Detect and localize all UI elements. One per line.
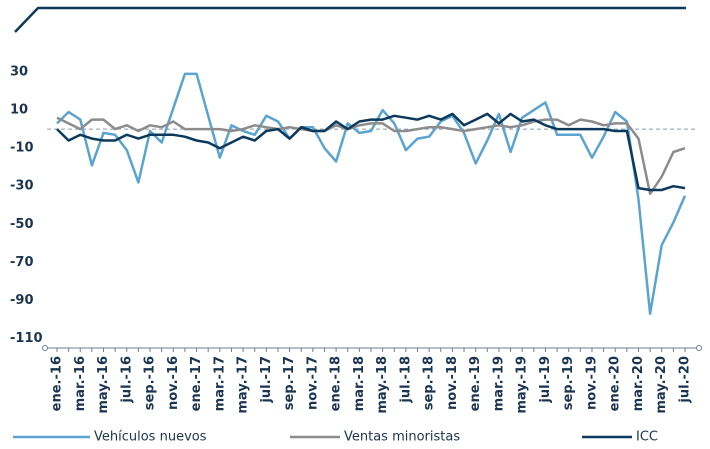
y-tick-label: -70 bbox=[10, 255, 34, 270]
x-tick-label: ene.-19 bbox=[468, 356, 483, 411]
y-tick-label: -30 bbox=[10, 179, 34, 194]
axis-end bbox=[42, 345, 48, 351]
y-tick-label: 10 bbox=[10, 103, 28, 118]
x-tick-label: may.-20 bbox=[654, 356, 669, 414]
x-tick-label: ene.-17 bbox=[189, 356, 204, 411]
x-tick-label: nov.-19 bbox=[584, 356, 599, 410]
x-tick-label: mar.-18 bbox=[352, 356, 367, 411]
x-tick-label: may.-17 bbox=[236, 356, 251, 414]
x-tick-label: may.-16 bbox=[96, 356, 111, 414]
x-tick-label: mar.-20 bbox=[631, 356, 646, 411]
x-tick-label: sep.-16 bbox=[143, 356, 158, 410]
x-tick-label: ene.-18 bbox=[329, 356, 344, 411]
x-tick-label: mar.-19 bbox=[491, 356, 506, 411]
x-tick-label: jul.-17 bbox=[259, 356, 274, 404]
x-tick-label: jul.-16 bbox=[119, 356, 134, 404]
x-tick-label: sep.-19 bbox=[561, 356, 576, 410]
legend-label: Ventas minoristas bbox=[344, 430, 460, 445]
y-tick-label: 30 bbox=[10, 65, 28, 80]
y-tick-label: -90 bbox=[10, 293, 34, 308]
x-tick-label: nov.-16 bbox=[166, 356, 181, 410]
x-tick-label: may.-19 bbox=[515, 356, 530, 414]
x-tick-label: nov.-17 bbox=[305, 356, 320, 410]
axis-end bbox=[696, 345, 702, 351]
header-decoration bbox=[14, 6, 686, 33]
x-tick-label: nov.-18 bbox=[445, 356, 460, 410]
legend-label: Vehículos nuevos bbox=[94, 430, 207, 445]
series-line bbox=[56, 72, 687, 315]
x-tick-label: may.-18 bbox=[375, 356, 390, 414]
x-tick-label: sep.-18 bbox=[422, 356, 437, 410]
x-tick-label: sep.-17 bbox=[282, 356, 297, 410]
x-tick-label: jul.-18 bbox=[398, 356, 413, 404]
x-tick-label: jul.-19 bbox=[538, 356, 553, 404]
series-line bbox=[56, 112, 686, 192]
legend-label: ICC bbox=[636, 430, 658, 445]
y-tick-label: -50 bbox=[10, 217, 34, 232]
x-tick-label: mar.-16 bbox=[73, 356, 88, 411]
x-tick-label: ene.-16 bbox=[50, 356, 65, 411]
x-tick-label: mar.-17 bbox=[212, 356, 227, 411]
y-tick-label: -10 bbox=[10, 141, 34, 156]
series-line bbox=[56, 116, 686, 196]
x-tick-label: jul.-20 bbox=[678, 356, 693, 404]
y-tick-label: -110 bbox=[10, 331, 43, 346]
x-tick-label: ene.-20 bbox=[608, 356, 623, 411]
